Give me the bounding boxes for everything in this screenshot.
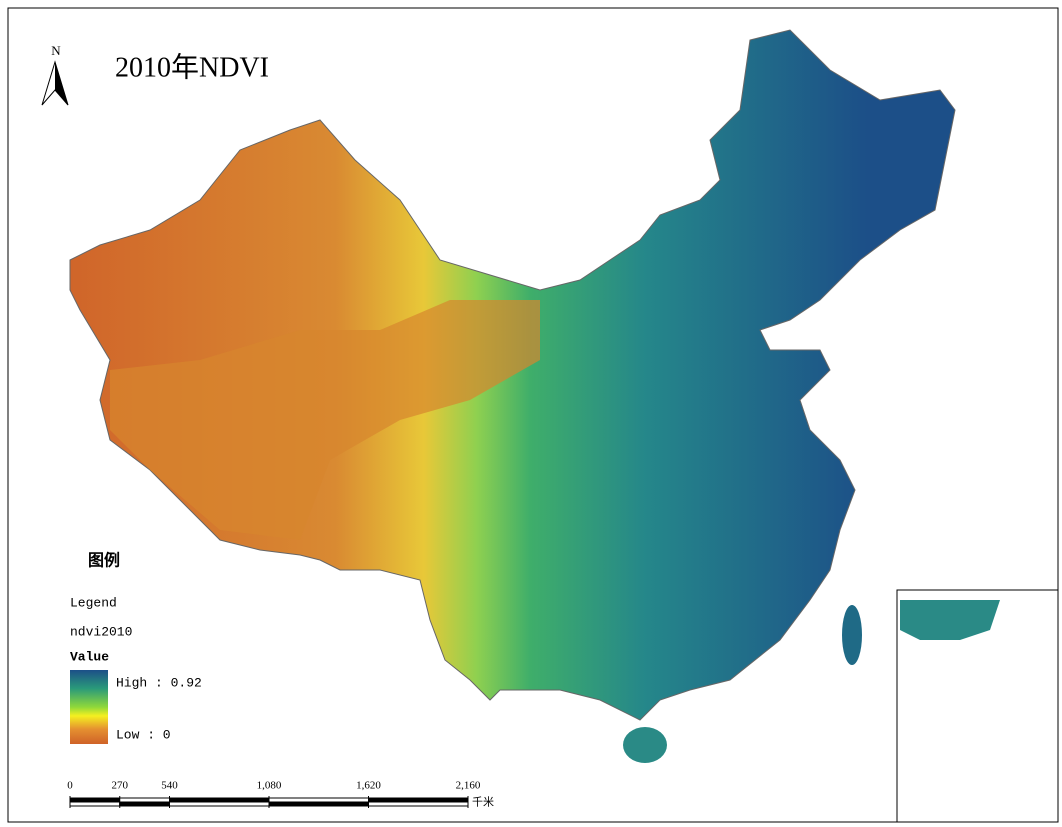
frame	[7, 7, 1059, 823]
scale-segment	[268, 797, 369, 803]
scale-label: 270	[112, 780, 129, 792]
taiwan	[842, 605, 862, 665]
scale-segment	[119, 797, 170, 803]
scale-segment	[169, 797, 270, 803]
scale-label: 2,160	[456, 780, 481, 792]
scale-segment	[268, 801, 369, 807]
legend-low: Low : 0	[116, 727, 171, 742]
scale-segment	[69, 801, 121, 807]
legend-title: Legend	[70, 595, 117, 610]
scale-label: 1,620	[356, 780, 381, 792]
scale-unit: 千米	[472, 796, 494, 809]
legend-high: High : 0.92	[116, 675, 202, 690]
north-arrow	[41, 60, 69, 106]
hainan	[623, 727, 667, 763]
scale-segment	[169, 801, 270, 807]
scale-segment	[368, 797, 469, 803]
scale-label: 1,080	[257, 780, 282, 792]
legend-layer: ndvi2010	[70, 624, 132, 639]
tibet-plateau	[110, 300, 540, 540]
scale-segment	[69, 797, 121, 803]
scale-label: 0	[67, 780, 73, 792]
map-title: 2010年NDVI	[115, 51, 269, 83]
scale-label: 540	[161, 780, 178, 792]
legend-ramp	[70, 670, 108, 744]
north-label: N	[51, 43, 61, 58]
inset-coast	[900, 600, 1000, 640]
legend-field: Value	[70, 649, 109, 664]
scale-segment	[368, 801, 469, 807]
legend-heading: 图例	[88, 551, 120, 570]
scale-segment	[119, 801, 170, 807]
